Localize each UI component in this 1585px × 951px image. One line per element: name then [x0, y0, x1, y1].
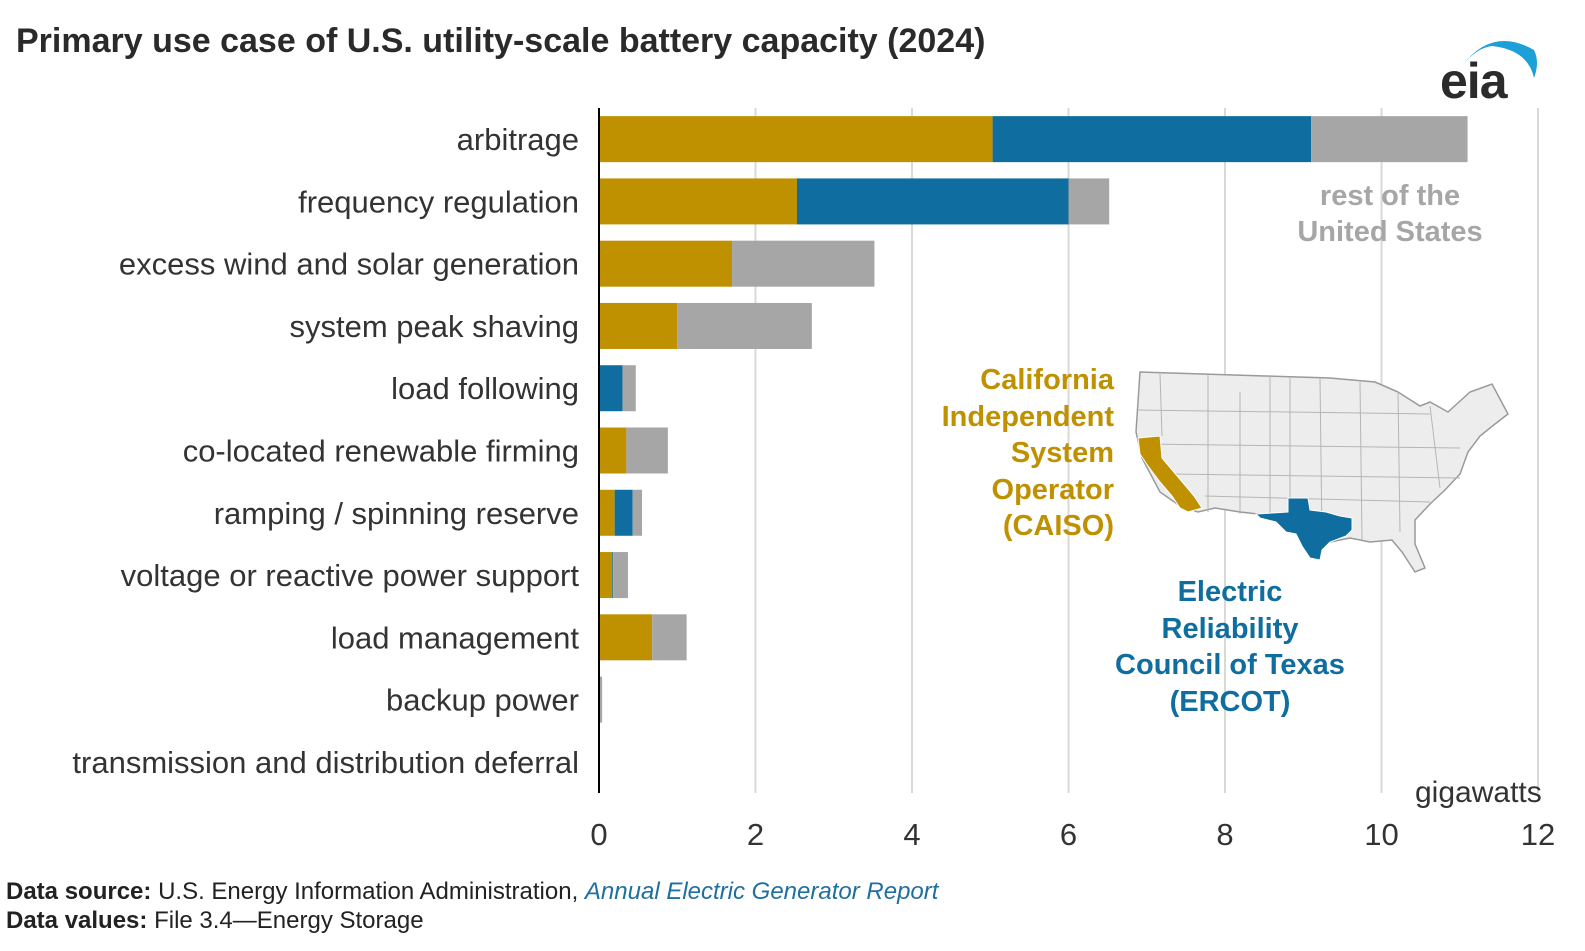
bars	[599, 116, 1468, 723]
bar-segment	[1068, 178, 1110, 225]
bar-segment	[613, 552, 628, 599]
bar-segment	[599, 676, 603, 723]
x-tick-label: 10	[1364, 817, 1398, 852]
bar-segment	[599, 178, 797, 225]
bar-segment	[622, 365, 636, 412]
legend-label-line: Operator	[991, 473, 1114, 506]
legend-label-line: (ERCOT)	[1169, 685, 1291, 718]
category-label: system peak shaving	[290, 309, 579, 344]
bar-segment	[614, 489, 633, 536]
legend-label-rest: rest of the United States	[1270, 178, 1510, 250]
data-source-link[interactable]: Annual Electric Generator Report	[584, 878, 939, 905]
legend-label-line: California	[980, 364, 1114, 396]
data-values-text: File 3.4—Energy Storage	[154, 907, 424, 934]
data-source-text: U.S. Energy Information Administration,	[158, 878, 585, 905]
bar-segment	[599, 552, 613, 599]
category-label: load management	[331, 620, 580, 655]
eia-logo-swoosh-icon	[1462, 41, 1537, 78]
eia-logo-text: eia	[1440, 53, 1508, 109]
bar-segment	[599, 489, 615, 536]
data-values-line: Data values: File 3.4—Energy Storage	[6, 906, 938, 935]
category-label: transmission and distribution deferral	[72, 745, 579, 780]
legend-label-line: (CAISO)	[1002, 510, 1114, 542]
x-tick-label: 2	[747, 817, 764, 852]
category-label: load following	[391, 371, 579, 406]
us-map-outline	[1135, 371, 1509, 573]
bar-segment	[599, 116, 993, 163]
chart-title: Primary use case of U.S. utility-scale b…	[16, 22, 986, 60]
legend-label-line: System	[1010, 437, 1114, 469]
legend-label-line: United States	[1297, 216, 1483, 248]
legend-label-line: Reliability	[1161, 612, 1299, 645]
eia-logo: eia	[1432, 28, 1542, 109]
bar-segment	[599, 427, 627, 474]
data-source-label: Data source:	[6, 878, 152, 905]
legend-label-line: rest of the	[1319, 180, 1461, 212]
bar-segment	[677, 302, 812, 349]
x-axis-label: gigawatts	[1415, 776, 1542, 809]
legend-label-ercot: Electric Reliability Council of Texas (E…	[1080, 574, 1380, 720]
category-label: arbitrage	[457, 122, 579, 157]
bar-segment	[652, 614, 687, 661]
bar-segment	[599, 240, 733, 287]
x-tick-label: 8	[1216, 817, 1233, 852]
category-label: ramping / spinning reserve	[214, 496, 579, 531]
bar-segment	[626, 427, 668, 474]
state-borders	[1137, 373, 1461, 541]
california-shape	[1137, 435, 1203, 513]
bar-segment	[599, 614, 653, 661]
data-source-line: Data source: U.S. Energy Information Adm…	[6, 877, 938, 906]
texas-shape	[1254, 497, 1353, 561]
legend-label-caiso: California Independent System Operator (…	[880, 362, 1114, 545]
bar-segment	[599, 302, 678, 349]
legend-label-line: Council of Texas	[1115, 649, 1345, 681]
category-labels: arbitrage frequency regulation excess wind…	[72, 122, 579, 780]
x-tick-labels: 0 2 4 6 8 10 12	[590, 817, 1555, 852]
bar-segment	[632, 489, 643, 536]
bar-segment	[796, 178, 1069, 225]
x-tick-label: 6	[1060, 817, 1077, 852]
category-label: voltage or reactive power support	[121, 558, 580, 593]
bar-segment	[612, 552, 614, 599]
legend-label-line: Independent	[941, 400, 1114, 433]
x-tick-label: 12	[1521, 817, 1555, 852]
x-tick-label: 0	[590, 817, 607, 852]
bar-segment	[599, 365, 623, 412]
bar-segment	[1311, 116, 1468, 163]
category-label: co-located renewable firming	[183, 434, 579, 469]
category-label: backup power	[386, 683, 579, 718]
chart-footer: Data source: U.S. Energy Information Adm…	[6, 877, 938, 935]
bar-segment	[992, 116, 1312, 163]
category-label: excess wind and solar generation	[119, 247, 579, 282]
us-map-illustration	[1135, 371, 1509, 573]
data-values-label: Data values:	[6, 907, 148, 934]
x-tick-label: 4	[903, 817, 920, 852]
category-label: frequency regulation	[298, 184, 579, 219]
bar-segment	[732, 240, 875, 287]
legend-label-line: Electric	[1177, 576, 1283, 608]
